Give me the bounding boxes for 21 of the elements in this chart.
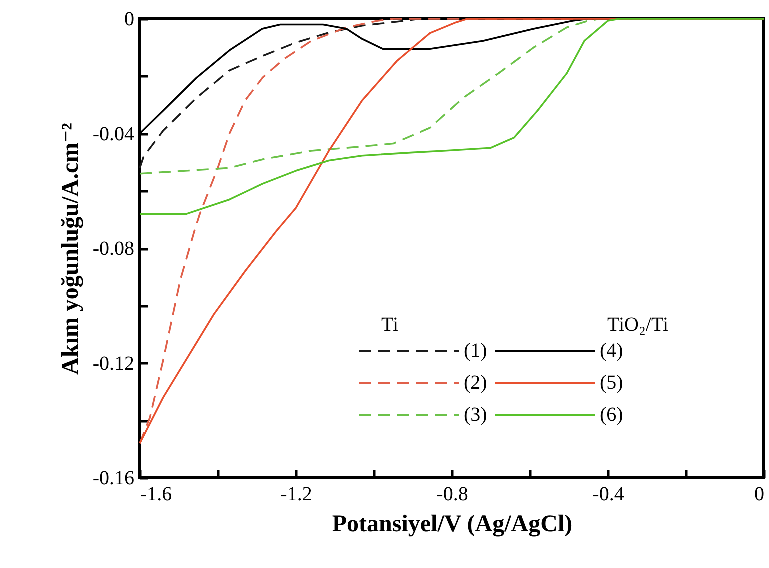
legend-label: (2) [464, 372, 488, 394]
annotation: Ti [381, 314, 399, 336]
y-tick-label: 0 [124, 8, 134, 30]
legend-label: (5) [600, 372, 624, 394]
y-tick-label: -0.04 [92, 123, 134, 146]
legend-label: (3) [464, 404, 488, 426]
line-series [139, 18, 765, 215]
x-tick-label: -1.2 [280, 484, 312, 506]
y-tick-label: -0.12 [92, 352, 134, 375]
legend-label: (4) [600, 340, 624, 362]
x-tick-label: -1.6 [140, 484, 172, 506]
y-tick-label: -0.16 [92, 468, 134, 490]
y-tick-label: -0.08 [92, 238, 134, 260]
legend-label: (1) [464, 340, 488, 362]
x-tick-label: 0 [754, 484, 764, 506]
y-axis-title: Akım yoğunluğu/A.cm⁻² [58, 123, 84, 375]
legend-label: (6) [600, 404, 624, 426]
x-tick-label: -0.4 [592, 484, 624, 506]
x-tick-label: -0.8 [436, 484, 468, 506]
annotation: TiO₂/Ti [607, 314, 669, 336]
x-axis-title: Potansiyel/V (Ag/AgCl) [332, 512, 573, 538]
